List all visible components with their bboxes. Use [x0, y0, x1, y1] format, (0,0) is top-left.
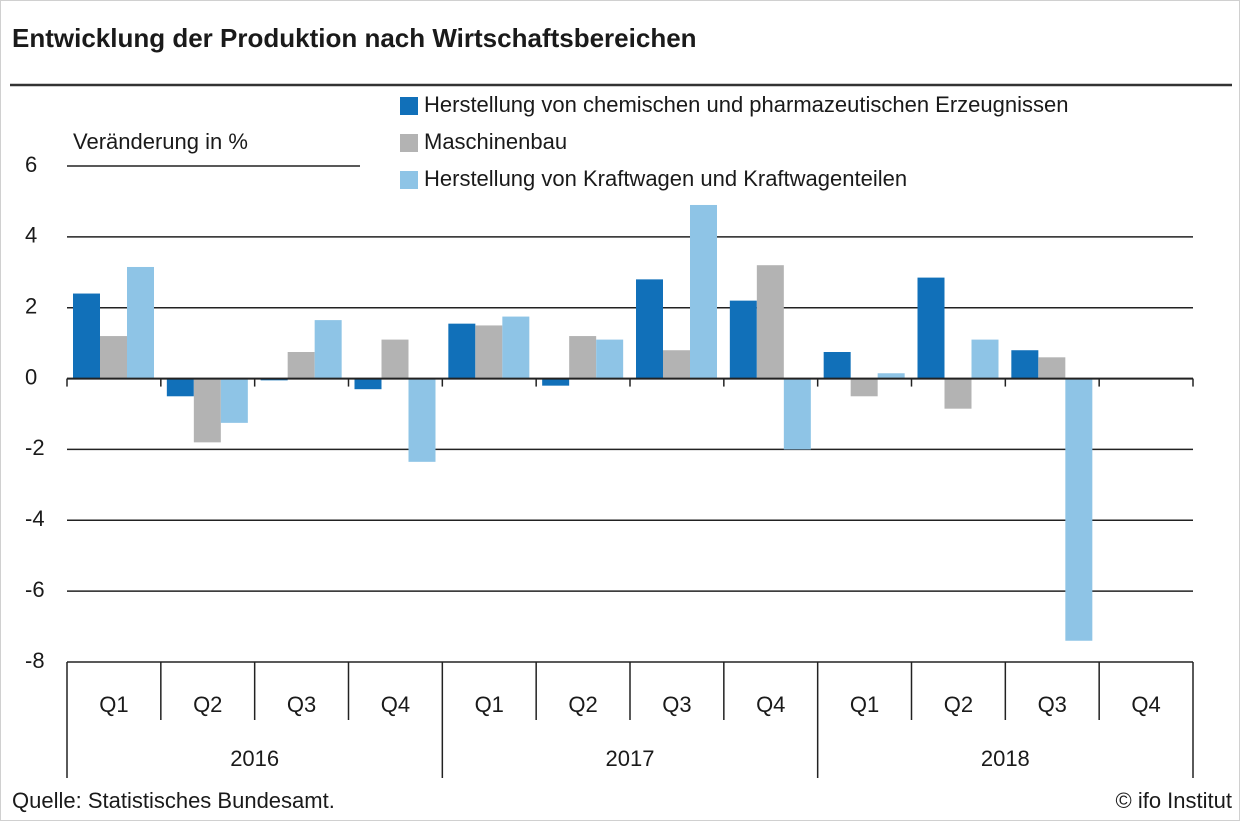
x-tick-label: Q1 — [475, 692, 504, 717]
source: Quelle: Statistisches Bundesamt. — [12, 788, 335, 813]
y-tick-label: -6 — [25, 577, 45, 602]
bar — [690, 204, 717, 379]
legend-swatch — [400, 97, 418, 115]
bar — [850, 378, 878, 397]
x-tick-label: Q1 — [850, 692, 879, 717]
bar — [596, 339, 624, 379]
y-tick-label: 2 — [25, 294, 37, 319]
bar — [729, 300, 757, 379]
x-tick-label: Q2 — [944, 692, 973, 717]
bar — [1011, 350, 1039, 379]
y-tick-label: -8 — [25, 648, 45, 673]
y-axis-label: Veränderung in % — [73, 129, 248, 154]
credit: © ifo Institut — [1116, 788, 1232, 813]
bar — [408, 378, 436, 462]
year-label: 2016 — [230, 746, 279, 771]
bar — [1038, 357, 1066, 379]
bar — [542, 378, 570, 386]
x-tick-label: Q4 — [756, 692, 785, 717]
y-tick-label: -2 — [25, 435, 45, 460]
bar — [475, 325, 503, 379]
bar — [917, 277, 945, 379]
bar — [756, 265, 784, 379]
bar — [314, 320, 342, 379]
legend-label: Maschinenbau — [424, 129, 567, 154]
chart-title: Entwicklung der Produktion nach Wirtscha… — [12, 23, 697, 53]
bar — [823, 352, 851, 379]
y-tick-label: -4 — [25, 506, 45, 531]
bar — [127, 266, 154, 379]
bar — [663, 350, 690, 379]
legend-label: Herstellung von chemischen und pharmazeu… — [424, 92, 1068, 117]
year-label: 2017 — [606, 746, 655, 771]
bar — [944, 378, 972, 409]
y-tick-label: 4 — [25, 223, 37, 248]
bar — [166, 378, 194, 397]
bar — [193, 378, 221, 443]
bar — [287, 352, 315, 379]
y-tick-label: 6 — [25, 152, 37, 177]
bar — [569, 336, 597, 379]
x-tick-label: Q3 — [1038, 692, 1067, 717]
bar — [354, 378, 382, 390]
legend-swatch — [400, 134, 418, 152]
bar — [73, 293, 100, 379]
x-tick-label: Q2 — [568, 692, 597, 717]
x-tick-label: Q3 — [662, 692, 691, 717]
year-label: 2018 — [981, 746, 1030, 771]
bar — [448, 323, 476, 379]
bar — [1065, 378, 1093, 641]
x-tick-label: Q4 — [1131, 692, 1160, 717]
x-tick-label: Q1 — [99, 692, 128, 717]
legend-swatch — [400, 171, 418, 189]
x-tick-label: Q4 — [381, 692, 410, 717]
bar — [220, 378, 248, 423]
bar — [783, 378, 811, 450]
x-tick-label: Q3 — [287, 692, 316, 717]
bar — [971, 339, 999, 379]
x-tick-label: Q2 — [193, 692, 222, 717]
bar — [502, 316, 530, 379]
legend-label: Herstellung von Kraftwagen und Kraftwage… — [424, 166, 907, 191]
y-tick-label: 0 — [25, 364, 37, 389]
bar — [636, 279, 663, 379]
bar — [100, 336, 127, 379]
bar — [381, 339, 409, 379]
bar — [877, 373, 905, 379]
